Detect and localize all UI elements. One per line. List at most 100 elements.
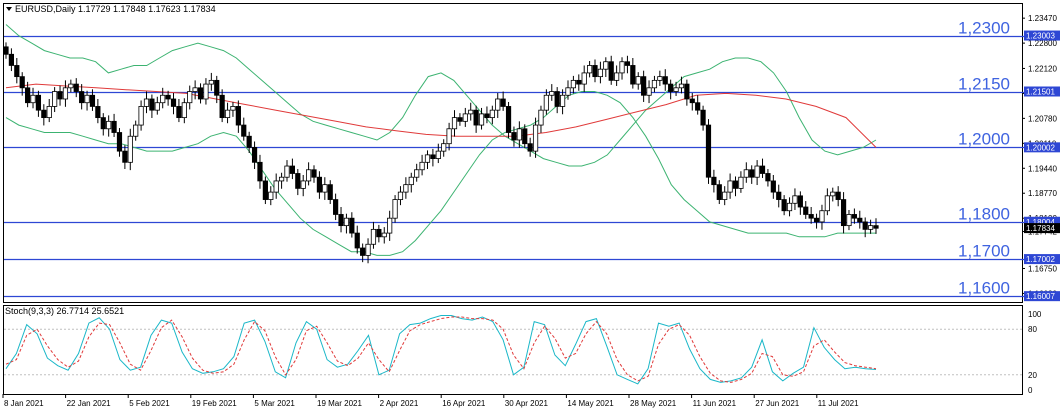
level-price-tag [1024,86,1060,97]
bull-candle [819,210,825,223]
bull-candle [181,102,187,119]
price-tick-label: 1.22800 [1028,39,1057,48]
bear-candle [295,173,301,189]
bull-candle [192,87,198,92]
bull-candle [451,117,458,130]
date-tick-label: 11 Jul 2021 [818,399,859,408]
bear-candle [100,117,106,130]
level-label: 1,2000 [958,130,1010,149]
bear-candle [749,169,755,178]
bear-candle [289,165,295,174]
bear-candle [14,65,20,78]
dropdown-arrow-icon[interactable] [6,7,12,11]
bull-candle [143,98,150,107]
bull-candle [381,232,387,238]
stoch-tick-label: 20 [1028,371,1037,380]
bull-candle [203,83,209,100]
price-tick-label: 1.18770 [1028,189,1057,198]
bull-candle [419,161,425,171]
bear-candle [732,180,739,189]
bull-candle [68,83,74,89]
bear-candle [176,106,182,119]
bull-candle [278,176,285,182]
bull-candle [435,150,441,159]
level-price-tag [1024,216,1060,227]
bear-candle [41,109,47,119]
bear-candle [327,184,333,200]
bear-candle [797,195,803,208]
date-tick-label: 8 Jan 2021 [4,399,44,408]
bull-candle [614,72,620,81]
bull-candle [867,225,874,230]
bear-candle [262,180,268,200]
bear-candle [430,154,436,159]
bull-candle [46,106,52,119]
bear-candle [457,117,463,122]
bear-candle [3,46,9,55]
price-axis: 1.234701.228001.221201.214501.207801.201… [1022,14,1060,302]
price-panel-frame [3,3,1023,303]
bear-candle [813,217,820,223]
bull-candle [786,202,793,212]
bear-candle [705,124,712,178]
bear-candle [781,199,787,212]
bull-candle [106,120,112,130]
bull-candle [52,91,58,107]
bear-candle [214,79,220,96]
bear-candle [219,94,225,119]
bull-candle [387,217,393,234]
bull-candle [468,109,474,115]
bear-candle [241,124,247,137]
stoch-tick-label: 0 [1028,386,1033,395]
bear-candle [608,61,614,81]
stoch-main-line [5,315,877,385]
bear-candle [376,228,382,238]
bull-candle [370,228,377,245]
bear-candle [716,184,722,200]
bull-candle [446,128,452,145]
date-tick-label: 2 Apr 2021 [380,399,419,408]
bull-candle [538,109,544,126]
bull-candle [365,243,371,256]
bear-candle [349,217,355,234]
bear-candle [257,161,263,182]
stochastic-oscillator: 100 80 20 0 [4,310,1042,395]
bull-candle [549,91,555,96]
bear-candle [770,180,776,193]
level-price-tag [1024,142,1060,153]
price-tick-label: 1.22120 [1028,64,1057,73]
bear-candle [25,87,31,104]
bear-candle [522,128,528,145]
date-tick-label: 22 Jan 2021 [67,399,112,408]
level-price-tag-label: 1.17002 [1026,255,1055,264]
bear-candle [576,79,582,85]
bull-candle [543,94,549,111]
bollinger-upper-band [5,24,877,167]
bear-candle [624,61,631,66]
date-tick-label: 5 Mar 2021 [254,399,295,408]
bear-candle [711,176,717,186]
stoch-tick-label: 100 [1028,310,1042,319]
bear-candle [338,214,344,227]
bull-candle [403,184,409,193]
bull-candle [224,109,231,119]
bull-candle [30,94,36,104]
bull-candle [581,72,587,85]
bull-candle [392,199,398,219]
bull-candle [208,79,214,85]
bull-candle [565,87,571,96]
level-price-tag-label: 1.20002 [1026,143,1055,152]
date-tick-label: 28 May 2021 [630,399,677,408]
bull-candle [284,165,290,178]
bull-candle [559,94,566,107]
current-price-tag [1024,223,1060,234]
current-price-tag-label: 1.17834 [1026,224,1055,233]
bull-candle [846,214,852,227]
bull-candle [743,169,749,178]
bear-candle [500,98,506,107]
bear-candle [197,87,204,100]
bull-candle [603,61,609,70]
bull-candle [570,79,576,89]
bear-candle [803,206,809,215]
